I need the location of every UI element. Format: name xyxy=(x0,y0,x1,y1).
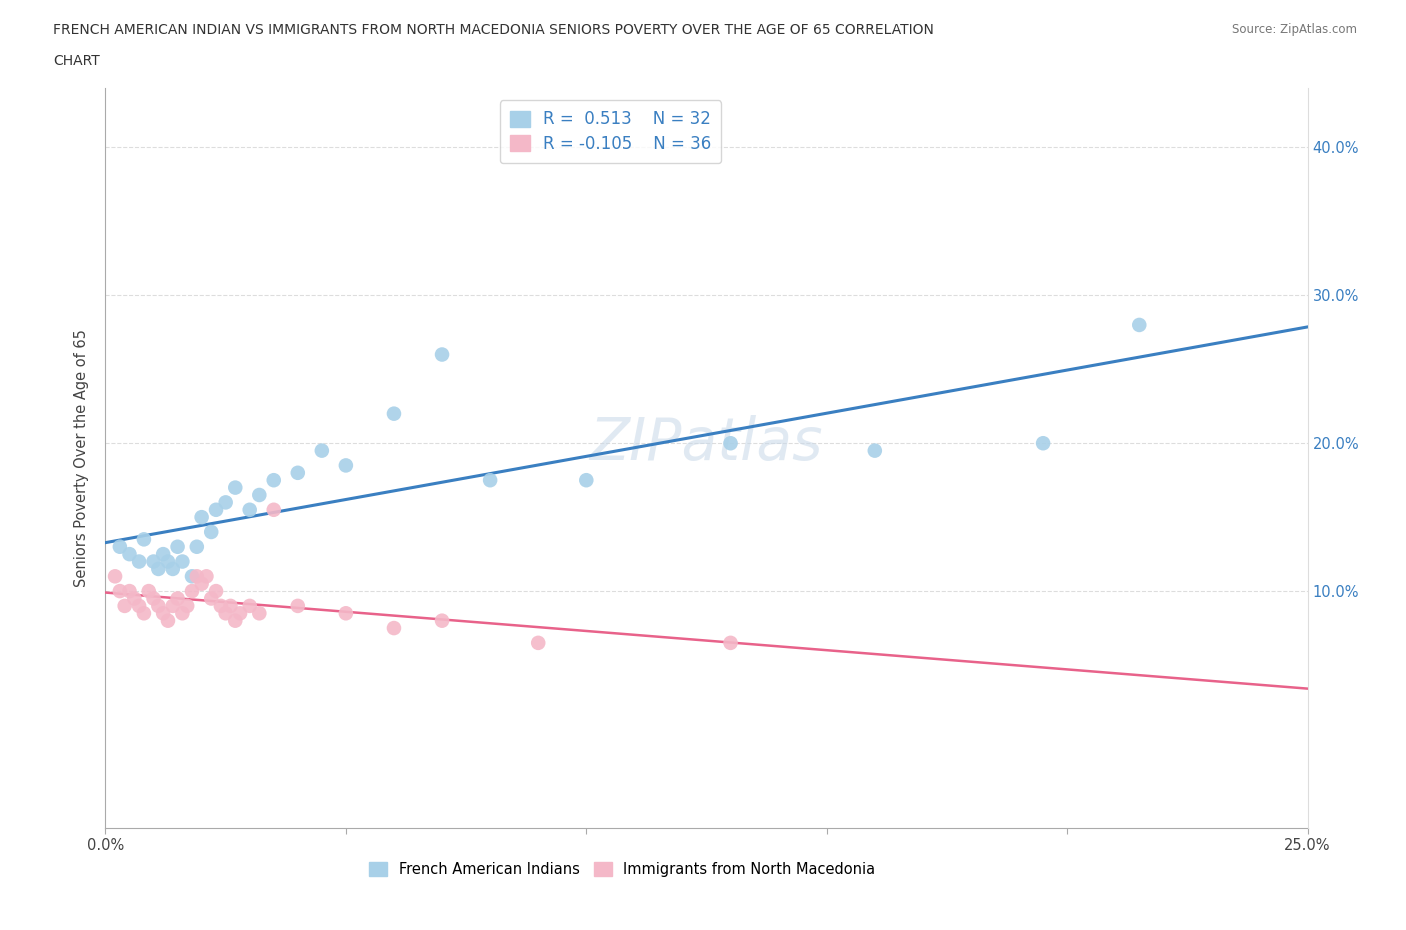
Point xyxy=(190,510,212,525)
Point xyxy=(335,605,357,620)
Point xyxy=(219,599,242,614)
Point xyxy=(287,599,309,614)
Point xyxy=(138,584,160,599)
Point xyxy=(108,539,131,554)
Point xyxy=(200,525,222,539)
Point xyxy=(239,599,262,614)
Point xyxy=(287,465,309,480)
Text: FRENCH AMERICAN INDIAN VS IMMIGRANTS FROM NORTH MACEDONIA SENIORS POVERTY OVER T: FRENCH AMERICAN INDIAN VS IMMIGRANTS FRO… xyxy=(53,23,935,37)
Point xyxy=(142,591,165,606)
Point xyxy=(527,635,550,650)
Y-axis label: Seniors Poverty Over the Age of 65: Seniors Poverty Over the Age of 65 xyxy=(75,329,90,587)
Point xyxy=(124,591,146,606)
Point xyxy=(382,406,405,421)
Point xyxy=(382,620,405,635)
Point xyxy=(430,347,453,362)
Point xyxy=(205,584,228,599)
Point xyxy=(200,591,222,606)
Point xyxy=(166,591,188,606)
Point xyxy=(479,472,502,487)
Point xyxy=(209,599,232,614)
Point xyxy=(247,487,270,502)
Point xyxy=(162,599,184,614)
Point xyxy=(335,458,357,472)
Point xyxy=(142,554,165,569)
Point xyxy=(132,532,155,547)
Point xyxy=(148,562,170,577)
Point xyxy=(148,599,170,614)
Point xyxy=(104,569,127,584)
Point xyxy=(247,605,270,620)
Point xyxy=(128,599,150,614)
Point xyxy=(181,584,204,599)
Legend: French American Indians, Immigrants from North Macedonia: French American Indians, Immigrants from… xyxy=(364,857,882,884)
Point xyxy=(229,605,252,620)
Point xyxy=(263,472,285,487)
Point xyxy=(239,502,262,517)
Point xyxy=(205,502,228,517)
Point xyxy=(114,599,136,614)
Point xyxy=(195,569,218,584)
Point xyxy=(132,605,155,620)
Point xyxy=(720,436,742,451)
Point xyxy=(186,569,208,584)
Point xyxy=(176,599,198,614)
Point xyxy=(181,569,204,584)
Point xyxy=(152,547,174,562)
Point xyxy=(863,444,886,458)
Point xyxy=(162,562,184,577)
Point xyxy=(118,584,141,599)
Point xyxy=(156,613,179,628)
Point xyxy=(224,480,246,495)
Point xyxy=(128,554,150,569)
Point xyxy=(214,605,236,620)
Point xyxy=(172,554,194,569)
Point xyxy=(214,495,236,510)
Point xyxy=(1032,436,1054,451)
Point xyxy=(224,613,246,628)
Point xyxy=(720,635,742,650)
Point xyxy=(1128,317,1150,332)
Point xyxy=(118,547,141,562)
Point xyxy=(186,539,208,554)
Text: ZIPatlas: ZIPatlas xyxy=(589,415,824,472)
Point xyxy=(166,539,188,554)
Point xyxy=(152,605,174,620)
Text: Source: ZipAtlas.com: Source: ZipAtlas.com xyxy=(1232,23,1357,36)
Point xyxy=(311,444,333,458)
Point xyxy=(430,613,453,628)
Text: CHART: CHART xyxy=(53,54,100,68)
Point xyxy=(575,472,598,487)
Point xyxy=(108,584,131,599)
Point xyxy=(172,605,194,620)
Point xyxy=(263,502,285,517)
Point xyxy=(190,577,212,591)
Point xyxy=(156,554,179,569)
